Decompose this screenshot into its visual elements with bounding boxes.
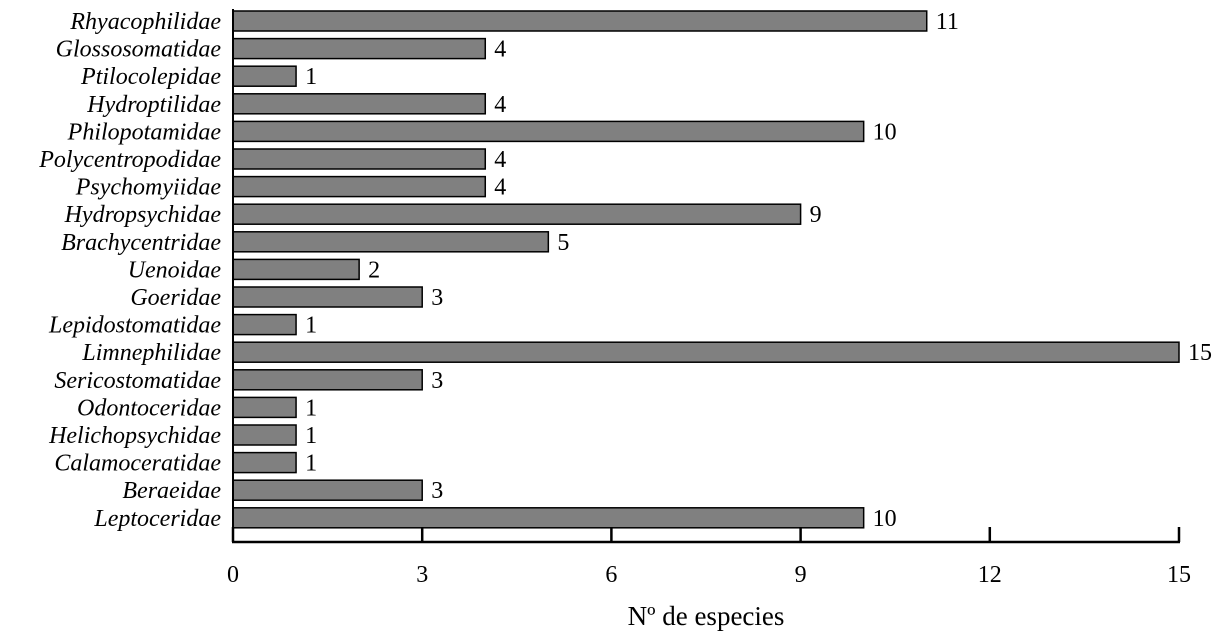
category-label-rhyacophilidae: Rhyacophilidae xyxy=(69,9,221,35)
value-label-goeridae: 3 xyxy=(431,285,443,311)
value-label-polycentropodidae: 4 xyxy=(494,147,506,173)
bar-glossosomatidae xyxy=(232,37,487,60)
bar-psychomyiidae xyxy=(232,175,487,198)
bar-polycentropodidae xyxy=(232,148,487,170)
bar-limnephilidae xyxy=(232,341,1180,363)
x-axis-title: Nº de especies xyxy=(628,601,785,631)
value-label-hydroptilidae: 4 xyxy=(494,92,506,118)
category-labels: RhyacophilidaeGlossosomatidaePtilocolepi… xyxy=(38,9,221,532)
value-label-ptilocolepidae: 1 xyxy=(305,64,317,90)
x-tick-label-12: 12 xyxy=(978,562,1002,588)
category-label-hydropsychidae: Hydropsychidae xyxy=(64,202,222,228)
value-label-odontoceridae: 1 xyxy=(305,395,317,421)
category-label-philopotamidae: Philopotamidae xyxy=(67,119,222,145)
value-label-helichopsychidae: 1 xyxy=(305,423,317,449)
category-label-calamoceratidae: Calamoceratidae xyxy=(54,451,221,477)
category-label-hydroptilidae: Hydroptilidae xyxy=(86,92,221,118)
value-label-rhyacophilidae: 11 xyxy=(936,9,959,35)
value-label-philopotamidae: 10 xyxy=(873,119,897,145)
value-label-lepidostomatidae: 1 xyxy=(305,313,317,339)
category-label-ptilocolepidae: Ptilocolepidae xyxy=(80,64,221,90)
bar-calamoceratidae xyxy=(232,451,297,474)
category-label-helichopsychidae: Helichopsychidae xyxy=(48,423,221,449)
bar-rhyacophilidae xyxy=(232,10,928,32)
value-label-hydropsychidae: 9 xyxy=(810,202,822,228)
bar-beraeidae xyxy=(232,479,423,501)
value-label-leptoceridae: 10 xyxy=(873,506,897,532)
category-label-lepidostomatidae: Lepidostomatidae xyxy=(48,313,221,339)
x-axis: 0 3 6 9 12 15 xyxy=(227,9,1191,588)
x-tick-label-3: 3 xyxy=(416,562,428,588)
bar-uenoidae xyxy=(232,258,360,281)
value-label-calamoceratidae: 1 xyxy=(305,451,317,477)
value-label-sericostomatidae: 3 xyxy=(431,368,443,394)
value-label-brachycentridae: 5 xyxy=(557,230,569,256)
category-label-glossosomatidae: Glossosomatidae xyxy=(56,37,222,63)
category-label-sericostomatidae: Sericostomatidae xyxy=(54,368,221,394)
bar-leptoceridae xyxy=(232,507,865,529)
category-label-leptoceridae: Leptoceridae xyxy=(93,506,221,532)
bar-goeridae xyxy=(232,286,423,308)
bar-philopotamidae xyxy=(232,120,865,143)
x-tick-label-6: 6 xyxy=(605,562,617,588)
x-tick-label-0: 0 xyxy=(227,562,239,588)
bar-sericostomatidae xyxy=(232,369,423,391)
bar-lepidostomatidae xyxy=(232,313,297,336)
category-label-goeridae: Goeridae xyxy=(130,285,221,311)
value-label-limnephilidae: 15 xyxy=(1188,340,1212,366)
category-label-uenoidae: Uenoidae xyxy=(128,257,222,283)
value-label-beraeidae: 3 xyxy=(431,478,443,504)
bar-hydroptilidae xyxy=(232,93,487,115)
category-label-beraeidae: Beraeidae xyxy=(122,478,221,504)
value-label-uenoidae: 2 xyxy=(368,257,380,283)
category-label-limnephilidae: Limnephilidae xyxy=(81,340,221,366)
category-label-brachycentridae: Brachycentridae xyxy=(61,230,221,256)
bar-ptilocolepidae xyxy=(232,65,297,87)
bar-helichopsychidae xyxy=(232,424,297,446)
category-label-psychomyiidae: Psychomyiidae xyxy=(75,175,222,201)
bar-odontoceridae xyxy=(232,396,297,419)
bar-hydropsychidae xyxy=(232,203,802,225)
category-label-polycentropodidae: Polycentropodidae xyxy=(38,147,221,173)
x-tick-label-15: 15 xyxy=(1167,562,1191,588)
value-label-psychomyiidae: 4 xyxy=(494,175,506,201)
x-tick-label-9: 9 xyxy=(795,562,807,588)
value-label-glossosomatidae: 4 xyxy=(494,37,506,63)
bar-brachycentridae xyxy=(232,231,550,253)
category-label-odontoceridae: Odontoceridae xyxy=(77,395,221,421)
